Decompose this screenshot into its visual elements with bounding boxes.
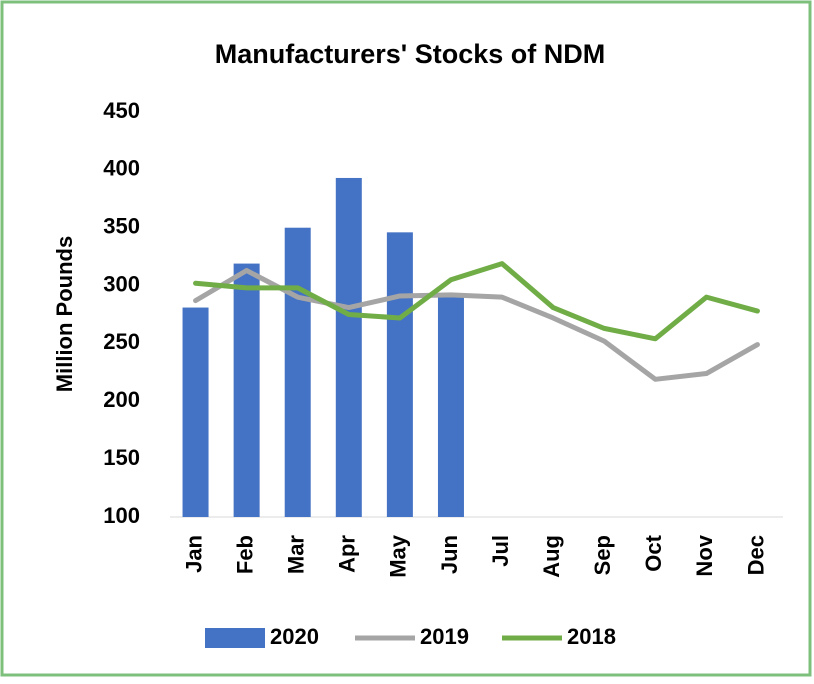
- x-tick-label: Apr: [335, 535, 360, 573]
- y-tick-label: 250: [103, 329, 140, 354]
- x-tick-label: Sep: [590, 535, 615, 575]
- x-tick-label: Nov: [692, 534, 717, 576]
- y-tick-label: 350: [103, 214, 140, 239]
- bar: [182, 307, 209, 517]
- x-tick-label: Feb: [232, 535, 257, 574]
- bar: [335, 177, 362, 517]
- bar: [437, 294, 464, 517]
- line: [193, 261, 760, 342]
- x-tick-label: Dec: [743, 535, 768, 575]
- y-tick-label: 200: [103, 387, 140, 412]
- bar: [386, 232, 413, 518]
- line: [193, 268, 760, 382]
- legend-swatch: [205, 628, 265, 648]
- chart-title: Manufacturers' Stocks of NDM: [215, 39, 606, 69]
- x-tick-label: Oct: [641, 534, 666, 571]
- y-tick-label: 450: [103, 98, 140, 123]
- x-tick-label: May: [386, 534, 411, 578]
- y-tick-label: 400: [103, 156, 140, 181]
- x-tick-label: Mar: [284, 535, 309, 575]
- y-tick-label: 300: [103, 271, 140, 296]
- y-axis-label: Million Pounds: [52, 236, 77, 392]
- x-tick-label: Jul: [488, 535, 513, 567]
- legend-label: 2019: [420, 624, 469, 649]
- x-tick-label: Jun: [437, 535, 462, 574]
- y-tick-label: 150: [103, 445, 140, 470]
- legend-label: 2018: [567, 624, 616, 649]
- bar: [284, 227, 311, 517]
- legend-label: 2020: [270, 624, 319, 649]
- x-tick-label: Jan: [181, 535, 206, 573]
- x-tick-label: Aug: [539, 535, 564, 578]
- y-tick-label: 100: [103, 503, 140, 528]
- bar: [233, 263, 260, 517]
